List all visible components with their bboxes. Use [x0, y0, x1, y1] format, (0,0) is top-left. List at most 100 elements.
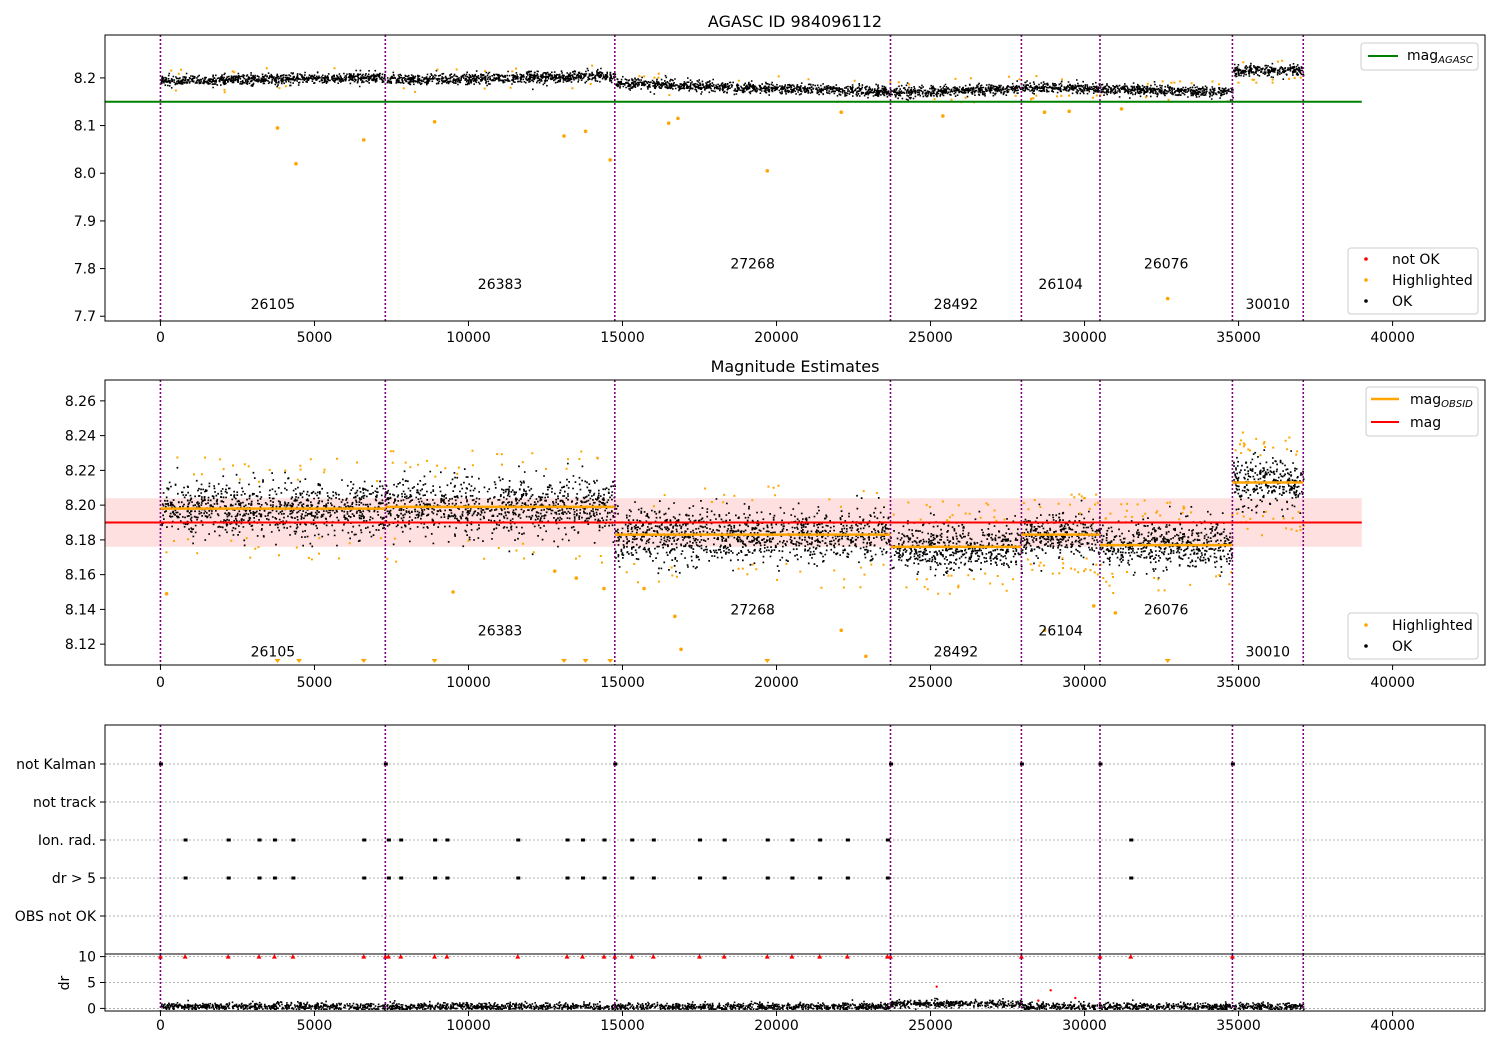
ok-points [160, 62, 1305, 101]
flag-row-label: OBS not OK [15, 909, 97, 925]
y-tick-label: 8.22 [65, 463, 96, 479]
x-tick-label: 15000 [600, 1018, 645, 1034]
x-tick-label: 5000 [297, 1018, 333, 1034]
dr-clipped-marker [844, 954, 850, 959]
dr-clipped-marker [564, 954, 570, 959]
dr-clipped-marker [385, 954, 391, 959]
x-tick-label: 25000 [908, 330, 953, 346]
x-tick-label: 10000 [446, 330, 491, 346]
dr-clipped-marker [579, 954, 585, 959]
ion-rad-mark [765, 838, 770, 842]
highlighted-outlier [642, 586, 646, 591]
legend-ok-label: OK [1392, 294, 1413, 310]
magnitude-estimates-panel: Magnitude Estimates 26105 26383 27268 28492… [65, 357, 1486, 691]
highlighted-outlier [1119, 107, 1124, 111]
flag-row-label: Ion. rad. [38, 833, 96, 849]
dr-clipped-marker [887, 954, 893, 959]
dr5-mark [722, 876, 727, 880]
dr-axis-label: dr [57, 975, 73, 990]
y-tick-label: 8.0 [74, 166, 96, 182]
y-tick-label: 10 [78, 950, 96, 966]
y-tick-label: 8.24 [65, 429, 96, 445]
highlighted-outlier [552, 569, 557, 573]
highlighted-outlier [602, 586, 606, 591]
legend-mag-agasc-subscript: AGASC [1437, 55, 1473, 66]
y-tick-label: 8.12 [65, 637, 96, 653]
obsid-label: 28492 [934, 297, 979, 313]
obsid-label: 26076 [1144, 603, 1189, 619]
dr-clipped-marker [157, 954, 163, 959]
x-tick-label: 40000 [1370, 330, 1415, 346]
highlighted-outlier [164, 591, 169, 596]
obsid-label: 30010 [1246, 644, 1291, 660]
highlighted-outlier [765, 169, 770, 173]
x-tick-label: 20000 [754, 675, 799, 691]
not-kalman-mark [888, 762, 893, 766]
dr-clipped-marker [721, 954, 727, 959]
flag-row-label: not track [33, 795, 97, 811]
dr5-mark [630, 876, 635, 880]
ion-rad-mark [602, 838, 607, 842]
highlighted-outlier [1067, 109, 1071, 114]
dr-clipped-marker [444, 954, 450, 959]
below-range-marker [607, 659, 614, 663]
y-tick-label: 8.16 [65, 568, 96, 584]
obsid-label: 30010 [1246, 297, 1291, 313]
dr-clipped-marker [225, 954, 231, 959]
dr5-mark [257, 876, 262, 880]
legend-mag-agasc-label: mag [1407, 48, 1438, 64]
not-kalman-mark [158, 762, 163, 766]
y-tick-label: 8.1 [74, 119, 96, 135]
x-tick-label: 15000 [600, 330, 645, 346]
highlighted-outlier [451, 590, 455, 594]
highlighted-outlier [679, 647, 683, 652]
x-tick-label: 5000 [297, 675, 333, 691]
dr5-mark [433, 876, 438, 880]
below-range-marker [360, 659, 367, 663]
not-kalman-mark [1098, 762, 1103, 766]
below-range-marker [764, 659, 771, 663]
obsid-label: 26383 [478, 277, 523, 293]
highlighted-outlier [294, 161, 298, 166]
ion-rad-mark [445, 838, 450, 842]
panel2-point-legend: Highlighted OK [1347, 612, 1479, 660]
dr-clipped-marker [697, 954, 703, 959]
dr-clipped-marker [650, 954, 656, 959]
below-range-marker [431, 659, 438, 663]
legend2-ok-label: OK [1392, 639, 1413, 655]
svg-text:magOBSID: magOBSID [1410, 392, 1473, 410]
ion-rad-mark [362, 838, 367, 842]
dr-clipped-marker [601, 954, 607, 959]
ion-rad-mark [651, 838, 656, 842]
x-tick-label: 25000 [908, 1018, 953, 1034]
dr-isolated-point [1049, 989, 1052, 992]
dr-clipped-marker [290, 954, 296, 959]
legend-mag-obsid-subscript: OBSID [1441, 399, 1473, 410]
highlighted-outlier [1113, 611, 1118, 615]
highlighted-outlier [361, 138, 366, 142]
ion-rad-mark [698, 838, 703, 842]
ion-rad-mark [433, 838, 438, 842]
highlighted-outlier [839, 110, 844, 115]
dr5-mark [445, 876, 450, 880]
dr-ok-points [160, 997, 1305, 1010]
y-tick-label: 5 [87, 976, 96, 992]
highlighted-outlier [941, 114, 945, 118]
below-range-marker [582, 659, 589, 663]
obsid-label: 26104 [1038, 623, 1083, 639]
flag-row-label: dr > 5 [52, 871, 96, 887]
dr-clipped-marker [1097, 954, 1103, 959]
x-tick-label: 5000 [297, 330, 333, 346]
highlighted-outlier [864, 654, 868, 659]
panel2-line-legend: magOBSID mag [1365, 386, 1479, 437]
dr-isolated-point [935, 985, 938, 988]
y-tick-label: 7.8 [74, 262, 96, 278]
panel1-title: AGASC ID 984096112 [708, 12, 882, 31]
ion-rad-mark [885, 838, 890, 842]
dr-isolated-point [1037, 999, 1040, 1002]
panel1-line-legend: magAGASC [1360, 42, 1479, 71]
highlighted-outlier [666, 121, 671, 125]
not-kalman-mark [383, 762, 388, 766]
y-tick-label: 7.7 [74, 309, 96, 325]
